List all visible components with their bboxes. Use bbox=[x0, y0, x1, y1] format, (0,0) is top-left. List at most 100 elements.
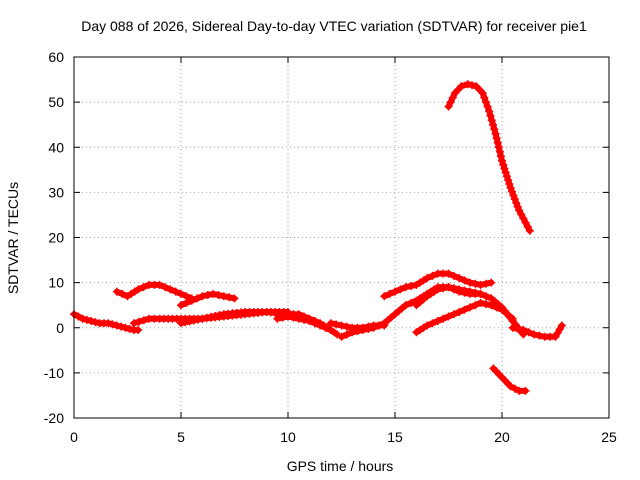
data-point-marker bbox=[439, 314, 448, 323]
series-arc-14 bbox=[444, 80, 534, 235]
data-point-marker bbox=[380, 292, 389, 301]
data-series bbox=[70, 80, 566, 395]
data-point-marker bbox=[74, 312, 83, 321]
data-point-marker bbox=[219, 292, 228, 301]
x-tick-label: 0 bbox=[70, 429, 78, 445]
data-point-marker bbox=[463, 80, 472, 89]
data-point-marker bbox=[207, 312, 215, 321]
y-tick-label: -20 bbox=[44, 410, 64, 426]
data-point-marker bbox=[465, 303, 474, 312]
data-point-marker bbox=[369, 323, 378, 332]
data-point-marker bbox=[401, 283, 410, 292]
data-point-marker bbox=[337, 321, 346, 330]
y-tick-label: 40 bbox=[48, 139, 64, 155]
data-point-marker bbox=[444, 312, 453, 321]
data-point-marker bbox=[510, 384, 519, 393]
data-point-marker bbox=[509, 191, 518, 200]
series-arc-3 bbox=[177, 289, 239, 310]
data-point-marker bbox=[465, 278, 474, 287]
data-point-marker bbox=[455, 308, 464, 316]
data-point-marker bbox=[471, 301, 480, 310]
data-point-marker bbox=[492, 303, 501, 312]
data-point-marker bbox=[401, 301, 410, 310]
data-point-marker bbox=[457, 82, 466, 91]
data-point-marker bbox=[391, 287, 399, 296]
data-point-marker bbox=[444, 283, 453, 292]
data-point-marker bbox=[129, 319, 138, 328]
data-point-marker bbox=[134, 317, 143, 326]
data-point-marker bbox=[182, 298, 191, 307]
series-arc-10 bbox=[380, 269, 496, 301]
data-point-marker bbox=[166, 285, 175, 294]
data-point-marker bbox=[501, 168, 510, 177]
data-point-marker bbox=[487, 301, 496, 310]
data-point-marker bbox=[444, 269, 453, 278]
data-point-marker bbox=[521, 386, 530, 395]
data-point-marker bbox=[87, 317, 96, 325]
data-point-marker bbox=[161, 283, 169, 292]
data-point-marker bbox=[202, 313, 211, 322]
data-point-marker bbox=[498, 156, 506, 165]
data-point-marker bbox=[482, 300, 490, 309]
data-point-marker bbox=[134, 285, 143, 294]
series-arc-12 bbox=[412, 298, 517, 337]
data-point-marker bbox=[423, 274, 432, 283]
data-point-marker bbox=[455, 287, 464, 296]
data-point-marker bbox=[177, 301, 185, 310]
data-point-marker bbox=[512, 198, 521, 207]
y-axis-label: SDTVAR / TECUs bbox=[5, 182, 21, 294]
series-arc-7 bbox=[273, 312, 335, 335]
data-point-marker bbox=[428, 271, 437, 280]
data-point-marker bbox=[182, 292, 191, 301]
data-point-marker bbox=[198, 292, 207, 301]
data-point-marker bbox=[494, 143, 503, 152]
data-point-marker bbox=[326, 326, 335, 335]
data-point-marker bbox=[490, 125, 499, 134]
data-point-marker bbox=[523, 222, 532, 231]
y-tick-label: 50 bbox=[48, 94, 64, 110]
x-tick-label: 10 bbox=[280, 429, 296, 445]
data-point-marker bbox=[305, 317, 314, 325]
data-point-marker bbox=[332, 320, 341, 329]
data-point-marker bbox=[508, 187, 516, 196]
series-arc-2 bbox=[112, 280, 196, 303]
data-point-marker bbox=[278, 313, 287, 322]
data-point-marker bbox=[519, 326, 528, 334]
series-arc-15 bbox=[489, 364, 530, 395]
data-point-marker bbox=[428, 319, 437, 328]
data-point-marker bbox=[273, 314, 282, 323]
data-point-marker bbox=[483, 102, 492, 111]
data-point-marker bbox=[487, 278, 496, 287]
y-tick-label: 20 bbox=[48, 230, 64, 246]
data-point-marker bbox=[230, 294, 239, 303]
data-point-marker bbox=[506, 183, 515, 192]
data-point-marker bbox=[449, 310, 458, 319]
data-point-marker bbox=[423, 321, 432, 330]
data-point-marker bbox=[139, 283, 148, 292]
data-point-marker bbox=[506, 382, 515, 391]
data-point-marker bbox=[134, 326, 143, 335]
series-arc-13 bbox=[508, 321, 566, 341]
y-tick-label: 30 bbox=[48, 184, 64, 200]
data-point-marker bbox=[460, 276, 469, 285]
data-point-marker bbox=[486, 111, 495, 120]
data-point-marker bbox=[125, 324, 134, 333]
axis-ticks bbox=[73, 56, 610, 419]
data-point-marker bbox=[481, 98, 490, 107]
data-point-marker bbox=[171, 287, 180, 296]
data-point-marker bbox=[557, 321, 566, 330]
data-point-marker bbox=[500, 164, 509, 173]
data-point-marker bbox=[155, 280, 164, 289]
x-tick-label: 5 bbox=[177, 429, 185, 445]
data-point-marker bbox=[289, 313, 298, 322]
data-point-marker bbox=[407, 282, 416, 290]
data-point-marker bbox=[525, 226, 534, 235]
data-point-marker bbox=[460, 305, 469, 314]
data-point-marker bbox=[284, 312, 292, 321]
data-point-marker bbox=[521, 218, 530, 227]
x-axis-label: GPS time / hours bbox=[287, 458, 394, 474]
data-point-marker bbox=[348, 328, 357, 337]
data-point-marker bbox=[211, 312, 220, 320]
data-point-marker bbox=[326, 319, 335, 328]
